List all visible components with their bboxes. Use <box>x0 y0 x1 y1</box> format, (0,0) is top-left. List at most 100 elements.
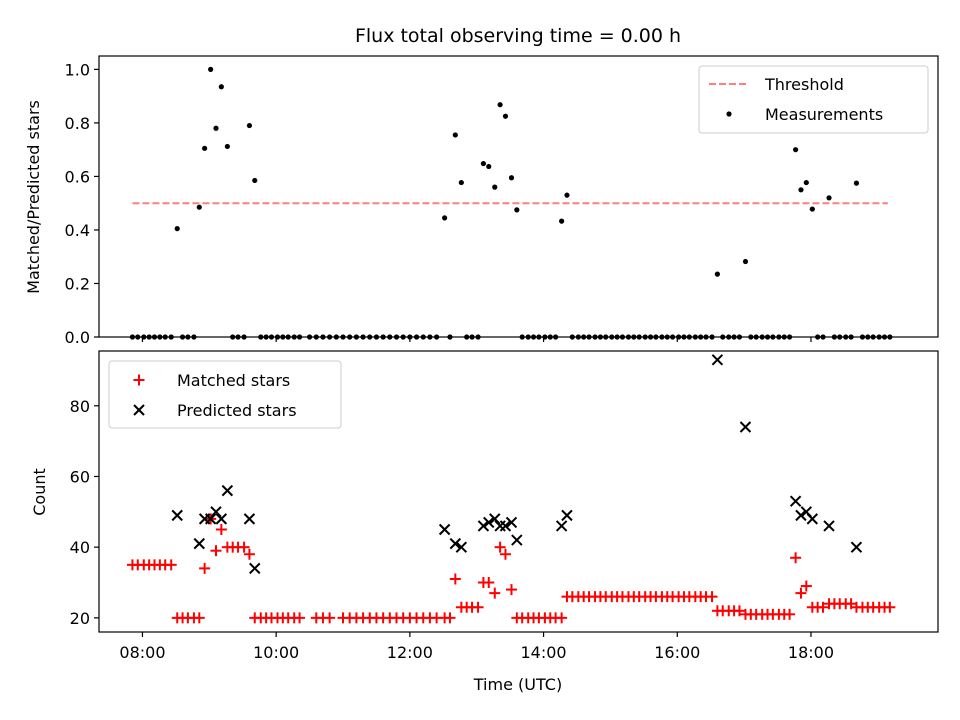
predicted-point <box>204 513 217 525</box>
top-y-tick-label: 0.6 <box>65 167 90 186</box>
measurement-point <box>196 204 202 210</box>
predicted-point <box>221 484 234 497</box>
legend-measurements-swatch <box>726 111 732 117</box>
matched-point <box>199 562 211 574</box>
predicted-point <box>489 513 501 525</box>
predicted-point <box>711 354 724 366</box>
bottom-y-axis-label: Count <box>30 468 49 516</box>
top-y-tick-label: 1.0 <box>65 60 90 79</box>
measurement-point <box>442 215 448 221</box>
measurement-point <box>458 179 464 186</box>
measurement-point <box>218 84 224 90</box>
matched-point <box>193 612 205 624</box>
bottom-legend-box <box>108 360 342 429</box>
top-y-tick-label: 0.0 <box>65 328 90 347</box>
measurement-point <box>798 187 804 193</box>
measurement-point <box>564 192 570 198</box>
top-y-axis-label: Matched/Predicted stars <box>24 100 43 294</box>
top-legend-box <box>698 65 929 134</box>
legend-measurements-label: Measurements <box>765 105 883 124</box>
predicted-point <box>477 520 490 532</box>
bottom-y-tick-label: 20 <box>70 609 90 628</box>
measurement-point <box>508 175 515 181</box>
matched-point <box>494 541 506 553</box>
matched-point <box>884 601 896 613</box>
chart-title: Flux total observing time = 0.00 h <box>355 25 681 47</box>
matched-point <box>706 591 718 603</box>
legend-predicted-label: Predicted stars <box>177 401 297 420</box>
top-y-tick-label: 0.2 <box>65 274 90 293</box>
predicted-point <box>806 513 819 525</box>
matched-point <box>489 587 501 599</box>
bottom-x-tick-label: 08:00 <box>119 643 165 662</box>
predicted-point <box>561 509 573 522</box>
bottom-y-tick-label: 40 <box>70 538 90 557</box>
matched-point <box>795 587 807 599</box>
bottom-axes-frame <box>98 350 939 633</box>
matched-point <box>294 612 306 624</box>
top-y-tick-label: 0.8 <box>65 114 90 133</box>
matched-point <box>733 605 745 617</box>
predicted-point <box>505 516 518 529</box>
measurement-point <box>502 113 509 119</box>
matched-point <box>483 577 495 589</box>
bottom-y-tick-label: 60 <box>70 467 90 486</box>
predicted-point <box>249 562 261 575</box>
measurement-point <box>480 160 487 167</box>
legend-matched-label: Matched stars <box>177 371 290 390</box>
legend-predicted-swatch <box>133 404 145 416</box>
matched-point <box>556 612 568 624</box>
measurement-point <box>809 206 815 212</box>
measurement-point <box>486 163 492 170</box>
measurement-point <box>853 180 860 186</box>
measurement-point <box>793 147 799 153</box>
matched-point <box>238 541 250 553</box>
predicted-point <box>850 541 863 553</box>
matched-point <box>324 612 336 624</box>
bottom-x-tick-label: 12:00 <box>387 643 433 662</box>
matched-point <box>449 573 461 585</box>
predicted-point <box>739 421 752 433</box>
predicted-point <box>438 523 451 536</box>
predicted-point <box>823 520 835 532</box>
matched-point <box>784 608 796 620</box>
measurement-point <box>452 132 458 138</box>
matched-point <box>472 601 484 613</box>
predicted-point <box>511 534 523 546</box>
predicted-point <box>483 516 495 529</box>
predicted-point <box>449 537 462 550</box>
matched-point <box>499 548 511 560</box>
measurement-point <box>213 125 219 131</box>
measurement-point <box>208 66 214 72</box>
x-axis-label: Time (UTC) <box>473 675 562 694</box>
measurement-point <box>559 218 565 224</box>
measurement-point <box>202 145 208 151</box>
measurement-point <box>174 226 180 232</box>
bottom-x-tick-label: 16:00 <box>654 643 700 662</box>
measurement-point <box>742 258 749 265</box>
bottom-legend: Matched stars Predicted stars <box>108 360 342 429</box>
measurement-point <box>246 122 253 129</box>
measurement-point <box>803 179 809 186</box>
bottom-x-tick-label: 10:00 <box>253 643 299 662</box>
bottom-x-tick-label: 14:00 <box>521 643 567 662</box>
matched-point <box>790 552 802 564</box>
measurement-point <box>826 195 832 201</box>
legend-threshold-label: Threshold <box>764 75 844 94</box>
matched-point <box>800 580 812 592</box>
measurement-point <box>714 271 720 277</box>
predicted-point <box>795 509 807 522</box>
matched-point <box>215 523 227 535</box>
matched-point <box>444 612 456 624</box>
matched-point <box>243 548 255 560</box>
predicted-point <box>789 495 802 507</box>
predicted-point <box>210 506 222 518</box>
predicted-point <box>215 513 228 525</box>
predicted-point <box>555 520 568 532</box>
predicted-point <box>171 509 183 522</box>
top-panel: 0.0 0.2 0.4 0.6 0.8 1.0 Matched/Predicted sta… <box>24 55 939 347</box>
measurement-point <box>492 184 498 190</box>
measurement-point <box>252 177 258 184</box>
measurement-point <box>224 143 230 150</box>
